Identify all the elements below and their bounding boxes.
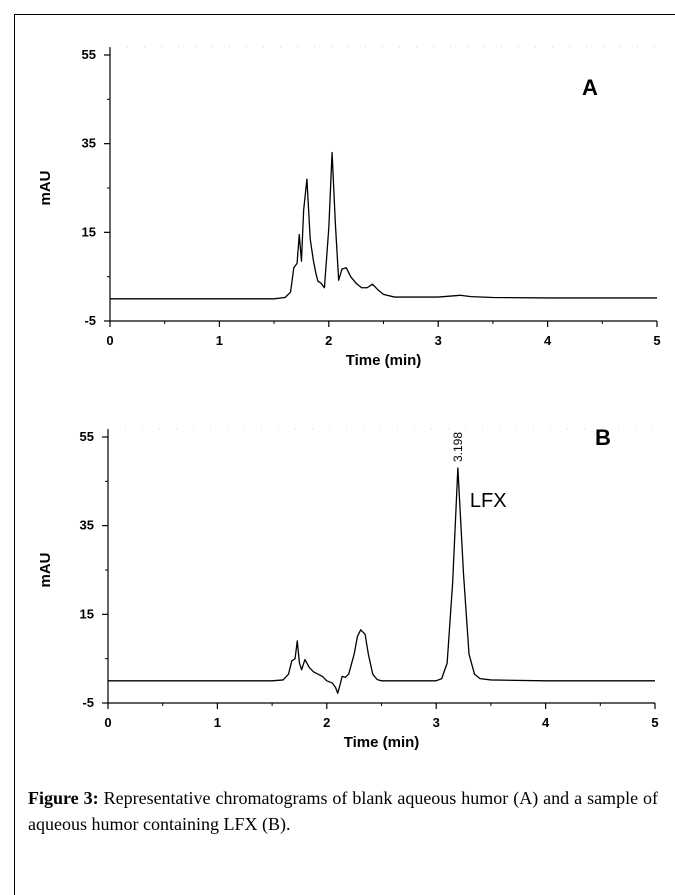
peak-name-b: LFX (470, 490, 507, 512)
x-tick-label-b-3: 3 (433, 715, 440, 730)
y-tick-label-b-3: 55 (80, 429, 94, 444)
x-tick-label-a-2: 2 (325, 333, 332, 348)
y-axis-title-a: mAU (37, 170, 54, 205)
figure-frame (14, 14, 675, 895)
x-tick-label-a-3: 3 (435, 333, 442, 348)
x-tick-label-b-5: 5 (651, 715, 658, 730)
y-tick-label-a-3: 55 (82, 47, 96, 62)
panel-letter-b: B (595, 425, 611, 450)
figure-caption: Figure 3: Representative chromatograms o… (28, 785, 658, 837)
x-tick-label-a-4: 4 (544, 333, 552, 348)
x-tick-label-b-1: 1 (214, 715, 221, 730)
y-tick-label-a-1: 15 (82, 224, 96, 239)
panel-letter-a: A (582, 75, 598, 100)
y-tick-label-b-1: 15 (80, 606, 94, 621)
chromatogram-b: -5 15 35 55 0 1 2 3 4 5 Time (min) mAU B 3.198 LFX (37, 425, 665, 751)
y-tick-label-b-0: -5 (82, 695, 94, 710)
y-tick-label-a-0: -5 (84, 313, 96, 328)
peak-retention-time-b: 3.198 (451, 432, 465, 462)
caption-text: Representative chromatograms of blank aq… (28, 788, 659, 834)
x-axis-title-b: Time (min) (344, 734, 420, 751)
y-axis-title-b: mAU (37, 552, 54, 587)
chromatogram-trace-a (110, 151, 657, 300)
chromatogram-trace-b (108, 467, 655, 694)
chromatogram-a: -5 15 35 55 0 1 2 3 4 5 Time (min) mAU A (37, 46, 667, 369)
y-tick-label-b-2: 35 (80, 518, 94, 533)
x-tick-label-b-0: 0 (104, 715, 111, 730)
x-tick-label-a-1: 1 (216, 333, 223, 348)
x-tick-label-b-2: 2 (323, 715, 330, 730)
y-tick-label-a-2: 35 (82, 136, 96, 151)
x-tick-label-a-5: 5 (653, 333, 660, 348)
x-axis-title-a: Time (min) (346, 352, 422, 369)
caption-label: Figure 3: (28, 788, 99, 808)
x-tick-label-b-4: 4 (542, 715, 550, 730)
x-tick-label-a-0: 0 (106, 333, 113, 348)
